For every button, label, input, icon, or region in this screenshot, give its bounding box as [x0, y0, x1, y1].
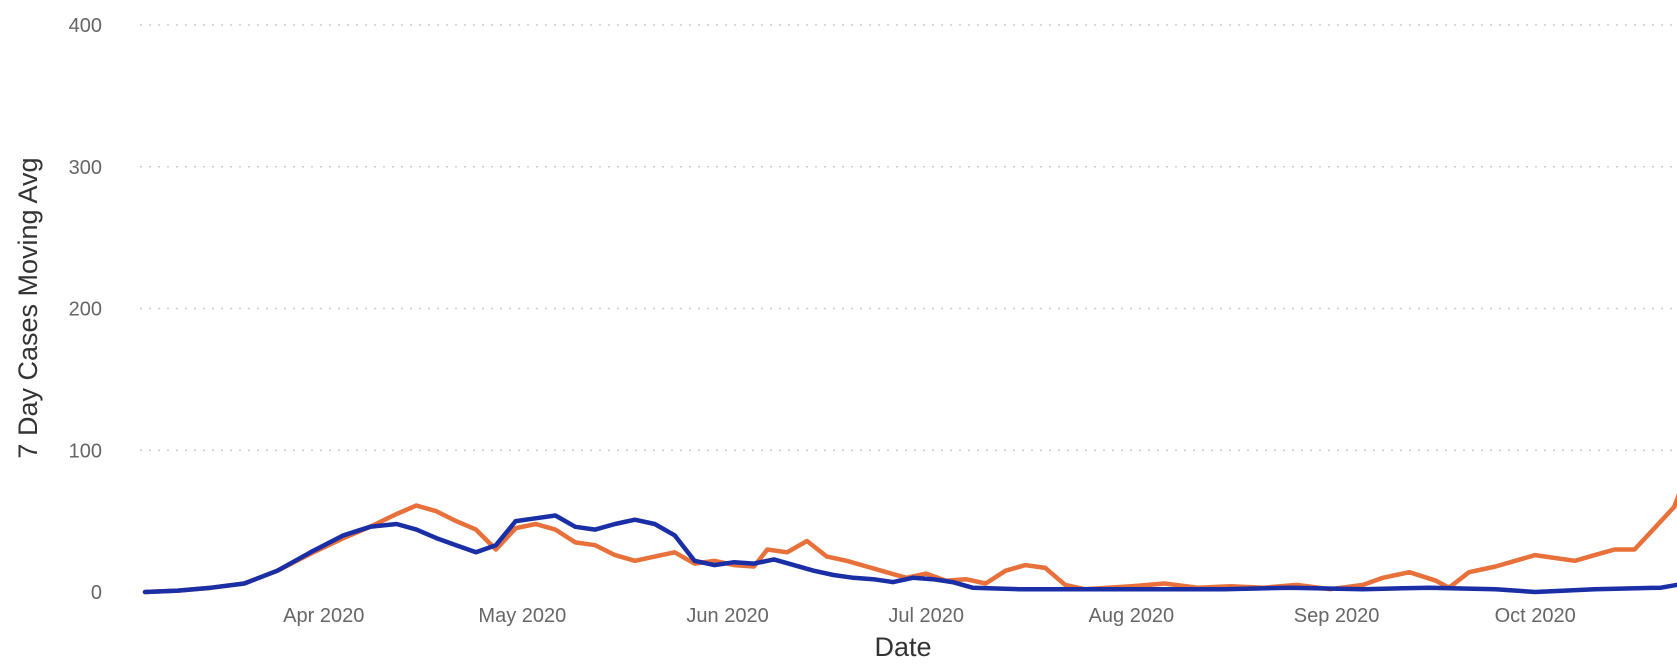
- x-axis-title: Date: [874, 632, 931, 662]
- x-tick-label: Oct 2020: [1495, 605, 1576, 627]
- chart-gridlines: [140, 24, 1672, 451]
- y-axis-title: 7 Day Cases Moving Avg: [13, 157, 43, 458]
- x-axis-ticks: Apr 2020 May 2020 Jun 2020 Jul 2020 Aug 2020…: [283, 605, 1576, 627]
- y-tick-label: 300: [69, 157, 102, 179]
- y-tick-label: 100: [69, 440, 102, 462]
- series-line-1: [142, 493, 1677, 595]
- y-tick-label: 0: [91, 582, 102, 604]
- x-tick-label: Jul 2020: [888, 605, 964, 627]
- y-axis-ticks: 0 100 200 300 400: [69, 15, 102, 604]
- y-tick-label: 400: [69, 15, 102, 37]
- x-tick-label: Sep 2020: [1294, 605, 1380, 627]
- x-tick-label: Apr 2020: [283, 605, 364, 627]
- chart-series: [142, 493, 1677, 595]
- series-line-2: [142, 513, 1677, 595]
- x-tick-label: Aug 2020: [1089, 605, 1175, 627]
- x-tick-label: Jun 2020: [686, 605, 768, 627]
- x-tick-label: May 2020: [478, 605, 566, 627]
- y-tick-label: 200: [69, 299, 102, 321]
